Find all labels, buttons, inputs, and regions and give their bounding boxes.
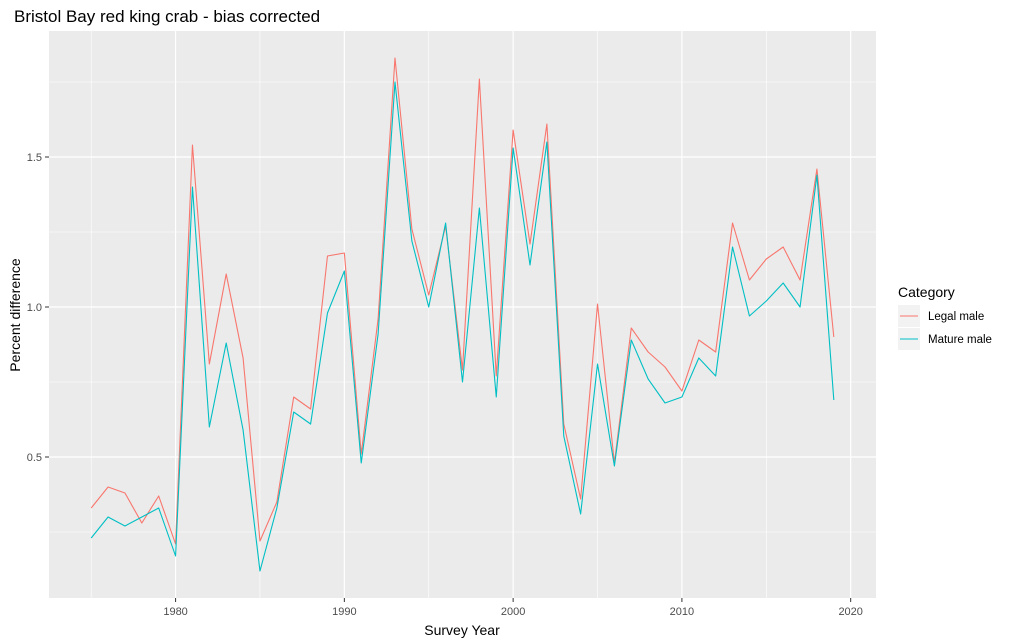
y-axis-title: Percent difference <box>7 258 23 372</box>
series-layer <box>90 57 835 572</box>
legend: Category Legal male Mature male <box>898 284 992 350</box>
x-axis-title: Survey Year <box>424 622 500 638</box>
x-tick-label: 1980 <box>163 606 187 618</box>
legend-item-legal-male: Legal male <box>898 305 984 327</box>
plot-panel <box>49 31 876 598</box>
legend-label: Legal male <box>928 311 984 323</box>
legend-items: Legal male Mature male <box>898 305 992 350</box>
legend-item-mature-male: Mature male <box>898 328 992 350</box>
legend-label: Mature male <box>928 334 992 346</box>
chart-title: Bristol Bay red king crab - bias correct… <box>14 7 320 26</box>
legend-title: Category <box>898 284 955 300</box>
series-line-mature-male <box>90 81 835 572</box>
y-tick-label: 1.0 <box>27 302 42 314</box>
x-tick-label: 2020 <box>838 606 862 618</box>
series-line-legal-male <box>90 57 835 545</box>
x-tick-label: 2000 <box>501 606 525 618</box>
y-tick-label: 0.5 <box>27 452 42 464</box>
y-tick-label: 1.5 <box>27 152 42 164</box>
axis-layer: 1980 1990 2000 2010 2020 0.5 1.0 1.5 <box>27 152 863 618</box>
x-tick-label: 1990 <box>332 606 356 618</box>
x-tick-label: 2010 <box>670 606 694 618</box>
